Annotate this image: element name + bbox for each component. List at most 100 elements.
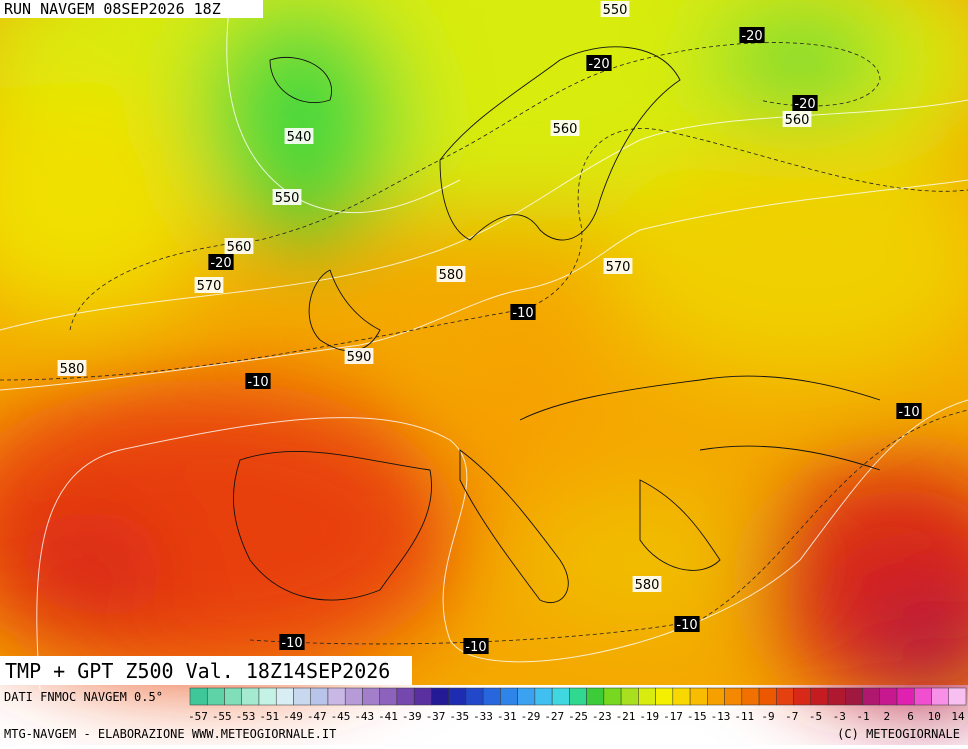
run-label: RUN NAVGEM 08SEP2026 18Z [4, 0, 221, 18]
footer-left: MTG-NAVGEM - ELABORAZIONE WWW.METEOGIORN… [4, 727, 336, 741]
temperature-label: -10 [463, 638, 489, 655]
label-bg [284, 128, 314, 144]
colorbar-swatch [206, 687, 225, 706]
contour-labels: 550 540 550 560 560 570 580 570 590 580 560 580 -20 -… [57, 1, 922, 655]
colorbar-swatch [327, 687, 346, 706]
label-bg [279, 634, 305, 650]
label-text: 560 [785, 113, 810, 128]
colorbar-label: -3 [833, 710, 846, 723]
label-text: -20 [741, 29, 762, 44]
colorbar-label: -51 [259, 710, 279, 723]
colorbar-label: -21 [616, 710, 636, 723]
colorbar-swatch [672, 687, 691, 706]
colorbar-swatch [741, 687, 760, 706]
colorbar-label: 10 [928, 710, 941, 723]
label-bg [245, 373, 271, 389]
label-bg [674, 616, 700, 632]
height-label: 560 [782, 111, 812, 128]
temperature-label: -20 [586, 55, 612, 72]
colorbar-swatch [517, 687, 536, 706]
colorbar-label: -7 [785, 710, 798, 723]
label-text: 540 [287, 130, 312, 145]
colorbar-swatch [862, 687, 881, 706]
label-text: -10 [247, 375, 268, 390]
footer-right: (C) METEOGIORNALE [837, 727, 960, 741]
colorbar-swatch [482, 687, 501, 706]
height-label: 580 [57, 360, 87, 377]
label-bg [739, 27, 765, 43]
temperature-field [0, 0, 968, 710]
label-bg [632, 576, 662, 592]
label-bg [896, 403, 922, 419]
colorbar-swatch [603, 687, 622, 706]
colorbar-label: 14 [951, 710, 965, 723]
colorbar-swatch [500, 687, 518, 706]
colorbar-swatch [638, 687, 656, 706]
colorbar-swatch [689, 687, 708, 706]
colorbar-label: -13 [711, 710, 731, 723]
colorbar-label: -23 [592, 710, 612, 723]
colorbar-label: -55 [212, 710, 232, 723]
colorbar-label: 6 [907, 710, 914, 723]
colorbar-swatch [189, 687, 208, 706]
height-label: 580 [436, 266, 466, 283]
colorbar-label: -41 [378, 710, 398, 723]
label-text: -10 [676, 618, 697, 633]
label-text: 550 [275, 191, 300, 206]
colorbar-swatch [275, 687, 294, 706]
colorbar-label: -45 [331, 710, 351, 723]
height-label: 550 [600, 1, 630, 18]
colorbar-swatch [431, 687, 449, 706]
colorbar-label: -15 [687, 710, 707, 723]
temperature-label: -10 [510, 304, 536, 321]
colorbar-label: -47 [307, 710, 327, 723]
colorbar-label: -35 [449, 710, 469, 723]
colorbar-label: -29 [521, 710, 541, 723]
label-text: 590 [347, 350, 372, 365]
temperature-contours [0, 42, 968, 645]
colorbar-swatch [586, 687, 605, 706]
label-bg [344, 348, 374, 364]
data-source: DATI FNMOC NAVGEM 0.5° [4, 690, 163, 704]
label-text: -10 [281, 636, 302, 651]
colorbar-swatch [896, 687, 915, 706]
colorbar-label: -43 [354, 710, 374, 723]
colorbar-label: -53 [236, 710, 256, 723]
colorbar-label: -49 [283, 710, 303, 723]
label-bg [510, 304, 536, 320]
colorbar-swatch [448, 687, 467, 706]
colorbar-label: -11 [734, 710, 754, 723]
label-text: -20 [210, 256, 231, 271]
temperature-label: -10 [279, 634, 305, 651]
header-box [0, 0, 263, 18]
colorbar-swatch [793, 687, 812, 706]
colorbar-swatch [620, 687, 639, 706]
label-bg [57, 360, 87, 376]
colorbar-label: -37 [426, 710, 446, 723]
colorbar-swatch [655, 687, 674, 706]
colorbar-label: -27 [544, 710, 564, 723]
colorbar-label: -57 [188, 710, 208, 723]
colorbar-swatch [758, 687, 777, 706]
label-bg [463, 638, 489, 654]
height-label: 570 [194, 277, 224, 294]
temperature-label: -10 [245, 373, 271, 390]
colorbar-swatch [724, 687, 743, 706]
label-bg [603, 258, 633, 274]
colorbar-label: -31 [497, 710, 517, 723]
colorbar-label: -19 [639, 710, 659, 723]
colorbar-swatch [379, 687, 398, 706]
label-bg [272, 189, 302, 205]
colorbar-swatch [258, 687, 277, 706]
label-text: -20 [794, 97, 815, 112]
label-text: -10 [512, 306, 533, 321]
colorbar-swatch [879, 687, 898, 706]
colorbar-swatch [810, 687, 829, 706]
coastlines [233, 46, 881, 604]
height-label: 550 [272, 189, 302, 206]
height-label: 560 [224, 238, 254, 255]
colorbar: -57 -55 -53 -51 -49 -47 -45 -43 -41 -39 -37 -35 -33-… [188, 687, 967, 723]
label-bg [208, 254, 234, 270]
height-label: 590 [344, 348, 374, 365]
colorbar-swatch [344, 687, 363, 706]
